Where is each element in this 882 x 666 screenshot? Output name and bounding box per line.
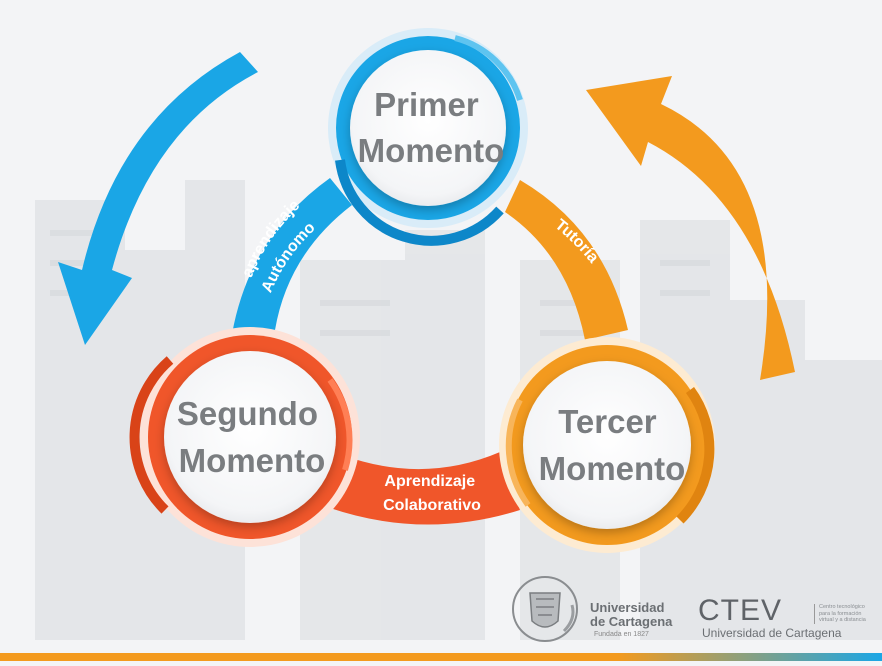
university-name: Universidad de Cartagena (590, 601, 680, 629)
ctev-description: Centro tecnológico para la formación vir… (814, 604, 881, 624)
ctev-desc-line2: para la formación (819, 610, 862, 617)
collaborative-connector (330, 452, 520, 525)
university-name-line2: de Cartagena (590, 614, 673, 629)
first-moment-line1: Primer (374, 86, 479, 123)
university-name-line1: Universidad (590, 600, 665, 615)
collaborative-label-line1: Aprendizaje (384, 473, 475, 490)
tutoring-connector (505, 180, 628, 340)
third-moment-line1: Tercer (558, 403, 657, 440)
second-moment-line1: Segundo (177, 395, 318, 432)
second-moment-line2: Momento (179, 442, 326, 479)
third-moment-node: Tercer Momento (499, 337, 715, 553)
university-tagline: Fundada en 1827 (594, 631, 649, 638)
svg-text:Tercer Momento: Tercer Momento (539, 403, 686, 487)
ctev-subtitle: Universidad de Cartagena (702, 626, 842, 640)
university-shield-icon (512, 576, 578, 642)
first-moment-line2: Momento (358, 132, 505, 169)
svg-text:Primer Momento: Primer Momento (358, 86, 505, 169)
second-moment-node: Segundo Momento (129, 327, 360, 547)
autonomous-connector (232, 178, 352, 334)
university-logo: Universidad de Cartagena Fundada en 1827 (508, 575, 678, 645)
ctev-desc-line1: Centro tecnológico (819, 604, 865, 610)
third-moment-line2: Momento (539, 450, 686, 487)
outer-orange-arrow (586, 76, 795, 380)
svg-text:Segundo Momento: Segundo Momento (177, 395, 327, 479)
outer-blue-arrow (58, 52, 258, 345)
first-moment-node: Primer Momento (328, 28, 528, 246)
bottom-accent-bar (0, 653, 882, 661)
svg-text:Aprendizaje Colaborativo: Aprendizaje Colaborativo (383, 473, 481, 514)
ctev-logo: CTEV Centro tecnológico para la formació… (698, 594, 881, 644)
collaborative-label-line2: Colaborativo (383, 497, 481, 514)
ctev-desc-line3: virtual y a distancia (819, 617, 866, 623)
ctev-mark: CTEV (698, 594, 783, 627)
